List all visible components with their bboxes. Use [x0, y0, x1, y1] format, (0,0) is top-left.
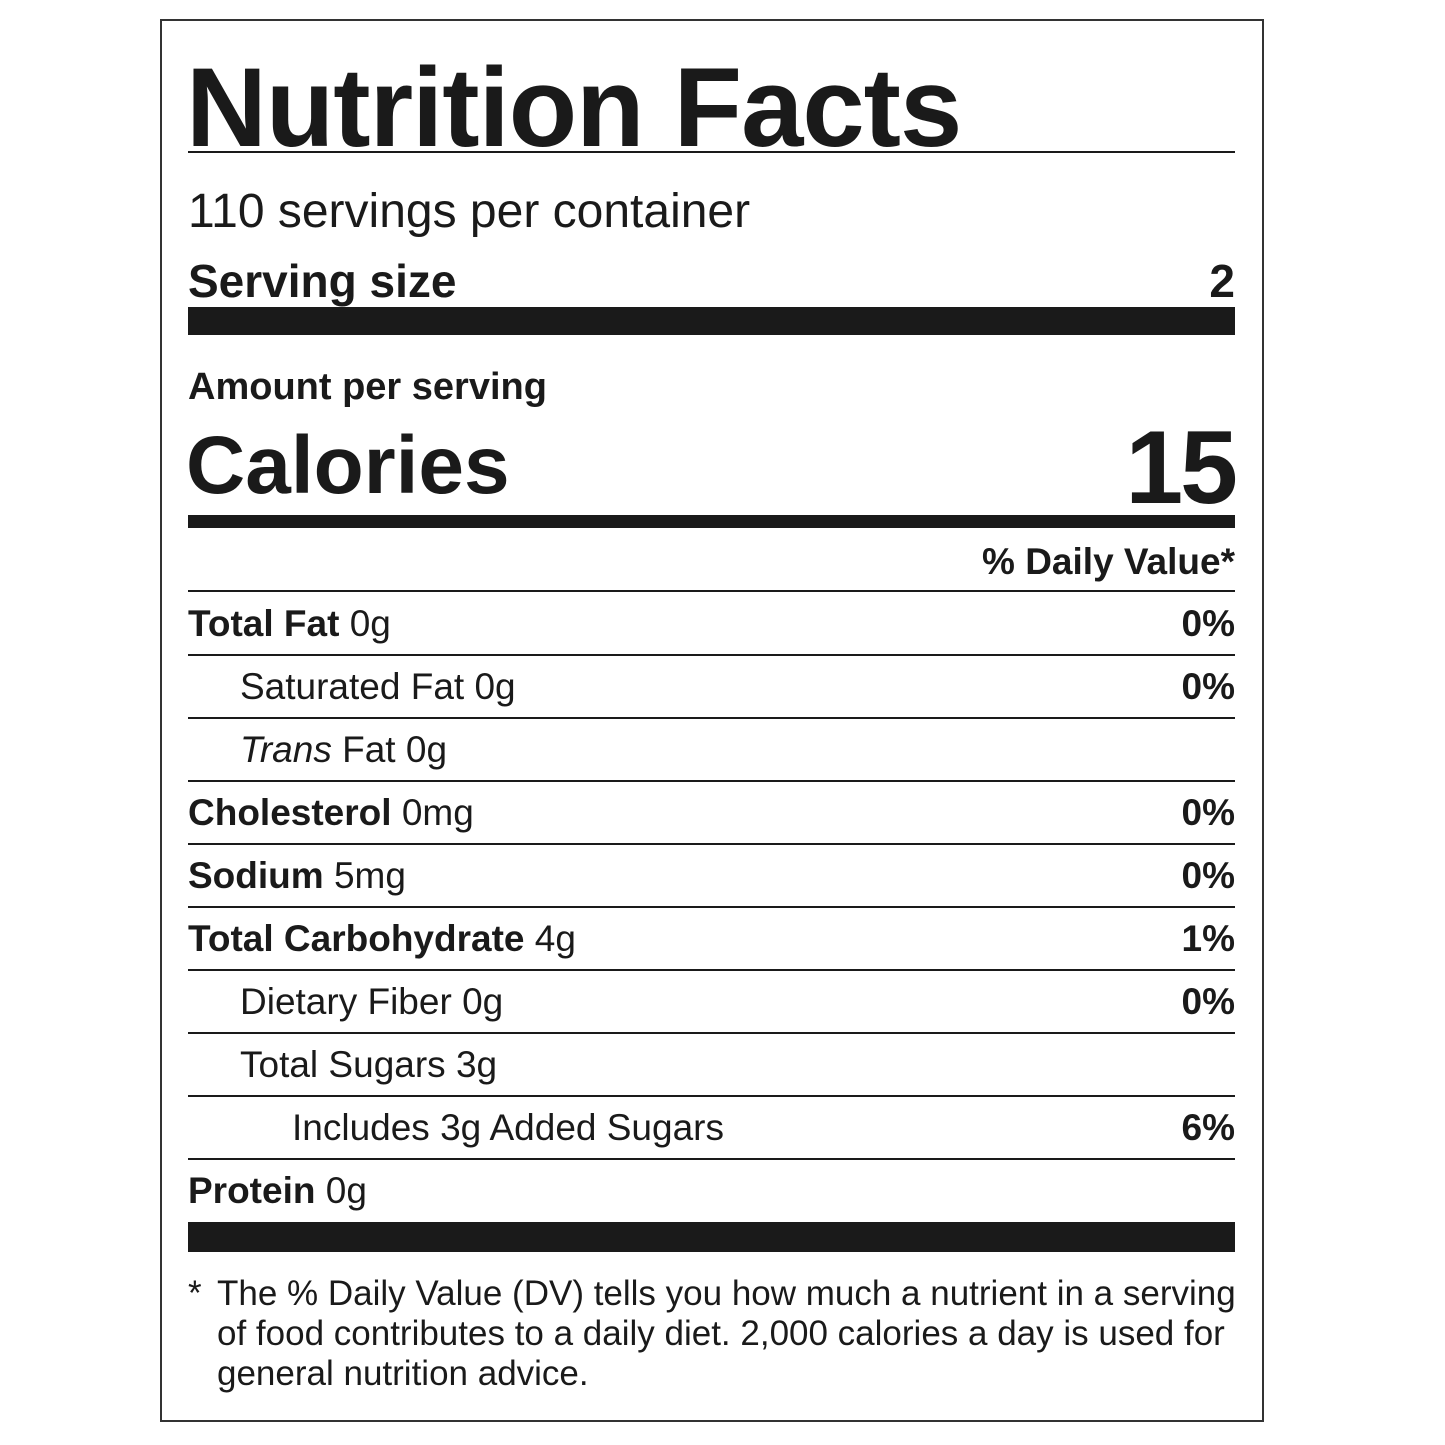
nutrient-name: Fat — [342, 729, 396, 770]
rule — [188, 1032, 1235, 1034]
serving-size-value: 2 — [1209, 255, 1235, 307]
nutrient-amount: 5mg — [333, 855, 406, 896]
nutrient-amount: 0g — [405, 729, 448, 770]
amount-per-serving: Amount per serving — [188, 366, 547, 408]
nutrient-name: Total Fat — [188, 603, 340, 644]
medium-bar — [188, 515, 1235, 528]
dv-header: % Daily Value* — [982, 541, 1235, 582]
daily-value: 1% — [1181, 918, 1235, 959]
nutrient-name: Dietary Fiber — [240, 981, 452, 1022]
nutrient-name: Cholesterol — [188, 792, 392, 833]
nutrient-amount: 0mg — [401, 792, 474, 833]
rule — [188, 654, 1235, 656]
nutrient-amount: 0g — [349, 603, 391, 644]
nutrient-row: Trans Fat 0g — [240, 731, 447, 768]
nutrient-name: Total Sugars — [240, 1044, 446, 1085]
nutrient-row: Total Carbohydrate 4g — [188, 920, 576, 957]
nutrient-row: Total Fat 0g — [188, 605, 391, 642]
nutrient-row: Includes 3g Added Sugars — [292, 1109, 724, 1146]
nutrient-name-italic: Trans — [240, 729, 332, 770]
calories-value: 15 — [1125, 410, 1238, 526]
nutrient-row: Saturated Fat 0g — [240, 668, 516, 705]
nutrient-row: Cholesterol 0mg — [188, 794, 474, 831]
serving-size-label: Serving size — [188, 255, 457, 307]
title: Nutrition Facts — [186, 45, 962, 170]
label-box — [160, 19, 1264, 1422]
rule — [188, 843, 1235, 845]
rule — [188, 969, 1235, 971]
nutrient-name: Includes 3g Added Sugars — [292, 1107, 724, 1148]
rule — [188, 1158, 1235, 1160]
footnote-text: The % Daily Value (DV) tells you how muc… — [217, 1274, 1236, 1393]
nutrient-row: Sodium 5mg — [188, 857, 406, 894]
daily-value: 6% — [1181, 1107, 1235, 1148]
daily-value: 0% — [1181, 855, 1235, 896]
nutrient-amount: 0g — [462, 981, 504, 1022]
daily-value: 0% — [1181, 792, 1235, 833]
nutrient-amount: 4g — [534, 918, 576, 959]
daily-value: 0% — [1181, 981, 1235, 1022]
rule — [188, 717, 1235, 719]
nutrient-name: Sodium — [188, 855, 324, 896]
rule — [188, 906, 1235, 908]
thick-bar — [188, 307, 1235, 335]
thick-bar — [188, 1222, 1235, 1252]
nutrient-row: Total Sugars 3g — [240, 1046, 497, 1083]
nutrient-name: Protein — [188, 1170, 316, 1211]
nutrient-row: Dietary Fiber 0g — [240, 983, 503, 1020]
daily-value: 0% — [1181, 603, 1235, 644]
nutrient-amount: 0g — [474, 666, 516, 707]
daily-value: 0% — [1181, 666, 1235, 707]
nutrient-name: Total Carbohydrate — [188, 918, 525, 959]
nutrient-row: Protein 0g — [188, 1172, 367, 1209]
rule — [188, 151, 1235, 153]
servings: 110 servings per container — [188, 185, 751, 238]
nutrient-amount: 3g — [455, 1044, 498, 1085]
footnote-marker: * — [188, 1274, 202, 1313]
calories-label: Calories — [186, 420, 510, 511]
nutrient-amount: 0g — [325, 1170, 367, 1211]
nutrient-name: Saturated Fat — [240, 666, 465, 707]
rule — [188, 780, 1235, 782]
rule — [188, 590, 1235, 592]
rule — [188, 1095, 1235, 1097]
